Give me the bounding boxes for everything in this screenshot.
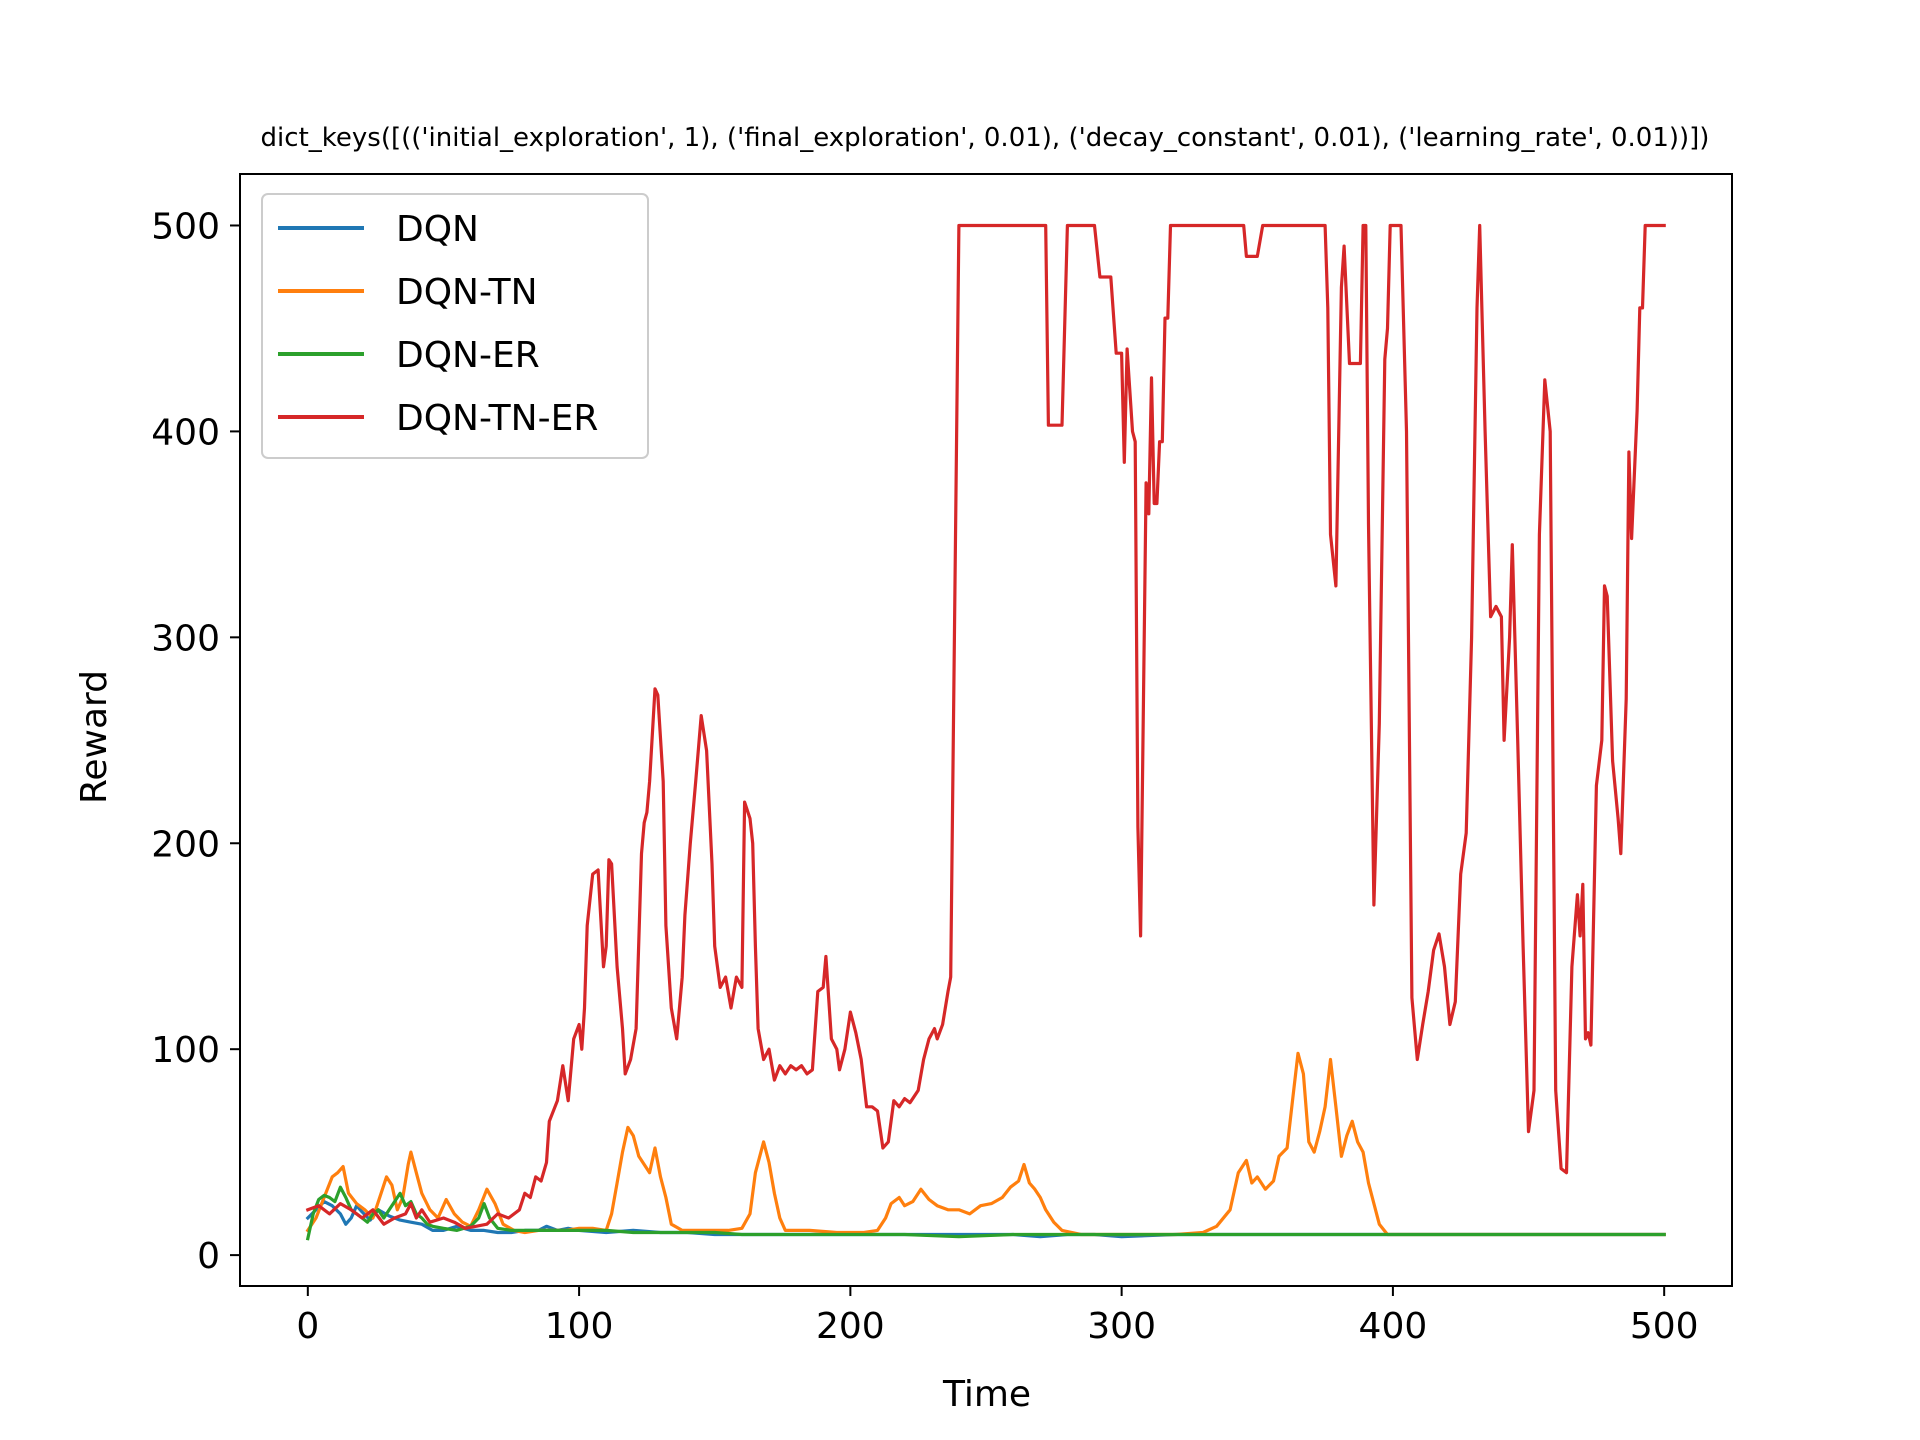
y-axis-label: Reward [74,670,115,804]
series-line-dqn-tn-er [305,223,1666,1230]
y-tick-label: 200 [151,824,220,865]
y-tick-label: 400 [151,412,220,453]
legend-label-dqn-er: DQN-ER [396,335,540,376]
legend-label-dqn: DQN [396,209,479,250]
y-tick-label: 300 [151,618,220,659]
series-layer [305,223,1666,1241]
x-tick-label: 500 [1630,1306,1699,1347]
x-axis-label: Time [942,1374,1031,1415]
x-tick-label: 100 [545,1306,614,1347]
y-tick-label: 0 [197,1236,220,1277]
y-axis: 0 100 200 300 400 500 [151,206,240,1277]
legend-label-dqn-tn: DQN-TN [396,272,538,313]
x-tick-label: 400 [1359,1306,1428,1347]
x-axis: 0 100 200 300 400 500 [296,1286,1699,1347]
legend: DQN DQN-TN DQN-ER DQN-TN-ER [261,193,649,459]
plot-frame [239,173,1733,1287]
chart-title: dict_keys([(('initial_exploration', 1), … [261,123,1710,153]
x-tick-label: 300 [1087,1306,1156,1347]
x-tick-label: 0 [296,1306,319,1347]
legend-box [261,193,649,459]
y-tick-label: 500 [151,206,220,247]
y-tick-label: 100 [151,1030,220,1071]
legend-label-dqn-tn-er: DQN-TN-ER [396,398,598,439]
series-line-dqn-tn [305,1051,1666,1237]
x-tick-label: 200 [816,1306,885,1347]
